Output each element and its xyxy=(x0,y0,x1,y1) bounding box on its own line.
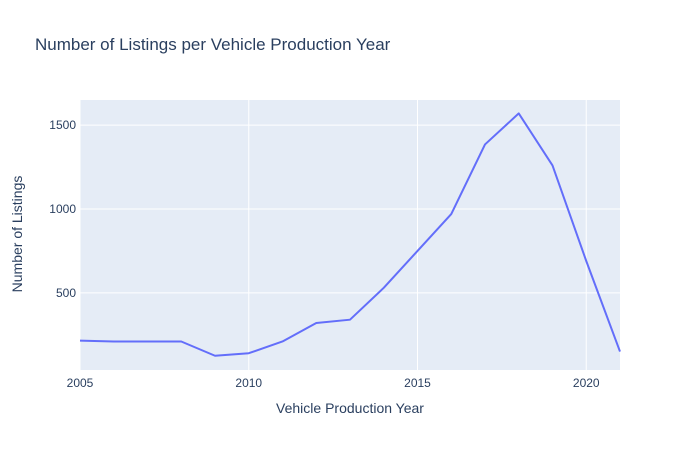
x-tick-label: 2005 xyxy=(67,376,94,390)
y-axis-ticks: 500 1000 1500 xyxy=(49,118,76,300)
y-tick-label: 1500 xyxy=(49,118,76,132)
series-layer xyxy=(79,112,621,357)
y-axis-title: Number of Listings xyxy=(9,176,25,293)
x-axis-ticks: 2005 2010 2015 2020 xyxy=(67,376,600,390)
x-tick-label: 2010 xyxy=(235,376,262,390)
chart-title: Number of Listings per Vehicle Productio… xyxy=(35,35,391,54)
x-tick-label: 2015 xyxy=(404,376,431,390)
series-line xyxy=(79,112,621,357)
x-tick-label: 2020 xyxy=(573,376,600,390)
y-tick-label: 500 xyxy=(56,286,76,300)
y-tick-label: 1000 xyxy=(49,202,76,216)
x-axis-title: Vehicle Production Year xyxy=(276,400,424,416)
gridlines xyxy=(79,100,620,370)
plot-area xyxy=(80,100,620,370)
